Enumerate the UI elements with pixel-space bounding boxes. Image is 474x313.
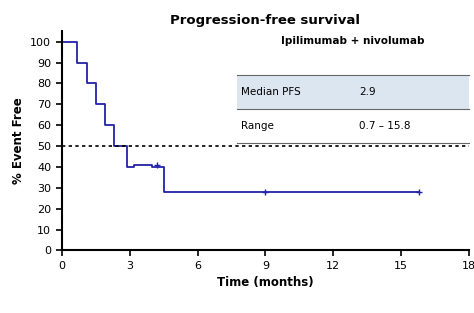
Text: Range: Range [241, 121, 274, 131]
Text: 0.7 – 15.8: 0.7 – 15.8 [359, 121, 410, 131]
Title: Progression-free survival: Progression-free survival [171, 14, 360, 27]
Y-axis label: % Event Free: % Event Free [12, 97, 25, 184]
X-axis label: Time (months): Time (months) [217, 276, 314, 290]
Text: Median PFS: Median PFS [241, 87, 301, 97]
Text: Ipilimumab + nivolumab: Ipilimumab + nivolumab [282, 36, 425, 46]
Bar [237, 109, 469, 143]
Text: 2.9: 2.9 [359, 87, 376, 97]
Bar [237, 75, 469, 109]
